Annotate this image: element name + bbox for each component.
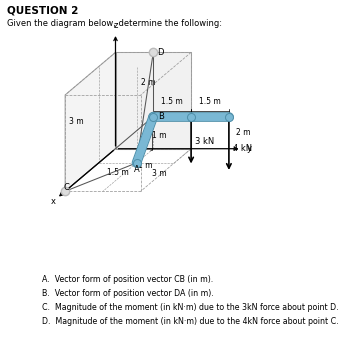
Text: y: y xyxy=(246,144,252,153)
Text: C.  Magnitude of the moment (in kN·m) due to the 3kN force about point D.: C. Magnitude of the moment (in kN·m) due… xyxy=(42,303,339,312)
Text: 1.5 m: 1.5 m xyxy=(199,97,221,106)
Polygon shape xyxy=(116,52,191,149)
Text: 1 m: 1 m xyxy=(152,131,166,140)
Text: A: A xyxy=(134,165,140,174)
Text: 3 kN: 3 kN xyxy=(195,137,215,146)
Text: z: z xyxy=(113,21,118,30)
Text: 3 m: 3 m xyxy=(152,169,166,178)
Text: 1.5 m: 1.5 m xyxy=(107,168,128,177)
Text: D: D xyxy=(157,48,163,57)
Polygon shape xyxy=(65,52,116,191)
Text: Given the diagram below, determine the following:: Given the diagram below, determine the f… xyxy=(7,19,222,28)
Text: D.  Magnitude of the moment (in kN·m) due to the 4kN force about point C.: D. Magnitude of the moment (in kN·m) due… xyxy=(42,317,339,326)
Text: B: B xyxy=(158,112,164,121)
Text: QUESTION 2: QUESTION 2 xyxy=(7,5,78,15)
Text: 2 m: 2 m xyxy=(236,128,250,137)
Text: B.  Vector form of position vector DA (in m).: B. Vector form of position vector DA (in… xyxy=(42,289,214,298)
Text: 1 m: 1 m xyxy=(138,161,152,170)
Text: x: x xyxy=(51,197,56,206)
Text: 2 m: 2 m xyxy=(141,78,156,87)
Text: C: C xyxy=(63,184,69,192)
Text: A.  Vector form of position vector CB (in m).: A. Vector form of position vector CB (in… xyxy=(42,275,213,285)
Text: 4 kN: 4 kN xyxy=(233,144,252,152)
Text: 1.5 m: 1.5 m xyxy=(161,97,183,106)
Text: 3 m: 3 m xyxy=(69,117,84,126)
